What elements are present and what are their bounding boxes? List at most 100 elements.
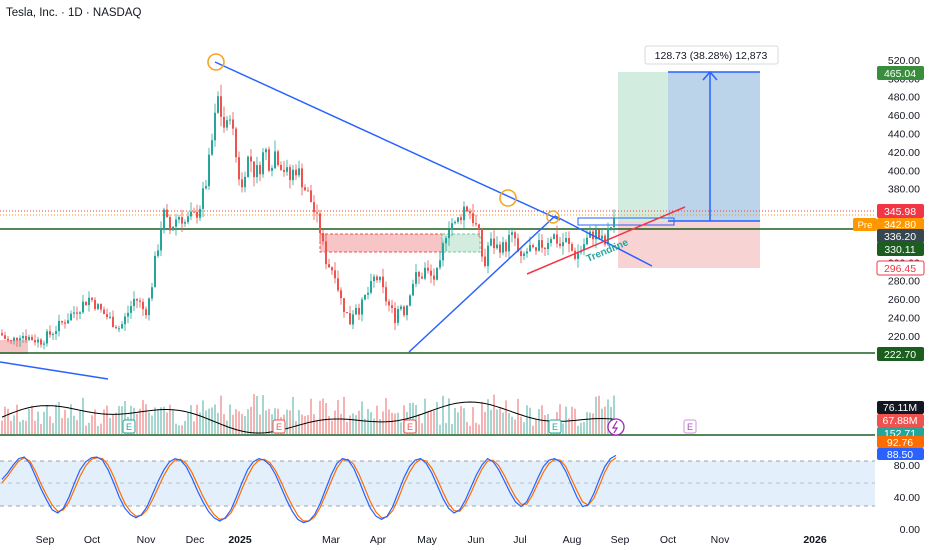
- candle-body: [535, 247, 537, 251]
- volume-bar: [418, 414, 420, 434]
- candle-body: [49, 331, 51, 335]
- target-zone-green[interactable]: [618, 72, 668, 221]
- candle-body: [58, 320, 60, 332]
- stoch-axis[interactable]: 80.00 40.00 0.00: [894, 460, 920, 536]
- volume-bar: [322, 398, 324, 434]
- candle-body: [511, 232, 513, 235]
- volume-bar: [289, 410, 291, 434]
- candle-body: [481, 229, 483, 257]
- volume-bar: [421, 423, 423, 434]
- volume-bar: [415, 404, 417, 434]
- svg-text:76.11M: 76.11M: [883, 402, 917, 414]
- volume-bar: [4, 406, 6, 434]
- candle-body: [127, 312, 129, 317]
- candle-body: [64, 322, 66, 324]
- candle-body: [586, 237, 588, 245]
- demand-zone[interactable]: [441, 233, 481, 253]
- candle-body: [598, 229, 600, 239]
- volume-bar: [121, 406, 123, 434]
- candle-body: [340, 290, 342, 299]
- candle-body: [190, 211, 192, 217]
- volume-bar: [577, 425, 579, 434]
- candle-body: [250, 156, 252, 162]
- dividend-flash-icon[interactable]: [607, 418, 625, 436]
- volume-bar: [361, 401, 363, 434]
- volume-bar: [601, 408, 603, 434]
- left-trendline[interactable]: [0, 361, 109, 380]
- time-axis[interactable]: Sep Oct Nov Dec 2025 Mar Apr May Jun Jul Aug Sep Oct…: [36, 534, 827, 546]
- candle-body: [523, 253, 525, 256]
- candle-body: [121, 324, 123, 329]
- volume-bar: [307, 415, 309, 434]
- candle-body: [409, 295, 411, 306]
- candle-body: [433, 275, 435, 280]
- candle-body: [424, 267, 426, 279]
- candle-body: [313, 202, 315, 213]
- candle-body: [601, 235, 603, 239]
- volume-bar: [598, 395, 600, 434]
- candle-body: [613, 217, 615, 228]
- volume-bar: [142, 400, 144, 434]
- descending-trendline[interactable]: [214, 61, 561, 221]
- candle-body: [490, 238, 492, 246]
- candle-body: [214, 112, 216, 141]
- candle-body: [265, 149, 267, 153]
- candle-body: [262, 152, 264, 175]
- left-supply-zone[interactable]: [0, 340, 28, 354]
- time-tick-label: 2026: [803, 534, 827, 546]
- target-zone-blue[interactable]: [668, 72, 760, 221]
- volume-bar: [190, 405, 192, 434]
- measure-label: 128.73 (38.28%) 12,873: [655, 50, 768, 62]
- volume-bar: [316, 420, 318, 434]
- candle-body: [91, 297, 93, 300]
- svg-text:342.80: 342.80: [884, 219, 916, 231]
- candle-body: [85, 301, 87, 306]
- stop-zone[interactable]: [618, 221, 760, 268]
- volume-bar: [568, 418, 570, 434]
- candle-body: [319, 213, 321, 234]
- volume-bar: [454, 408, 456, 434]
- candle-body: [577, 252, 579, 259]
- candle-body: [217, 96, 219, 113]
- time-tick-label: May: [417, 534, 438, 546]
- volume-bar: [70, 404, 72, 434]
- candle-body: [40, 339, 42, 345]
- volume-bar: [82, 397, 84, 434]
- volume-bar: [187, 412, 189, 434]
- price-tick-label: 480.00: [888, 92, 920, 104]
- svg-text:92.76: 92.76: [887, 437, 913, 449]
- volume-bar: [409, 403, 411, 434]
- volume-bar: [508, 413, 510, 434]
- svg-text:67.88M: 67.88M: [882, 415, 917, 427]
- badge-last-price: 345.98: [877, 204, 924, 218]
- candle-body: [475, 223, 477, 225]
- candle-body: [568, 238, 570, 245]
- candle-body: [364, 294, 366, 300]
- earnings-marker: [122, 419, 136, 434]
- candle-body: [256, 165, 258, 178]
- time-tick-label: 2025: [228, 534, 252, 546]
- time-tick-label: Oct: [660, 534, 676, 546]
- volume-bar: [514, 419, 516, 434]
- red-trendline[interactable]: [526, 206, 686, 275]
- candle-body: [298, 168, 300, 176]
- ascending-trendline[interactable]: [408, 215, 556, 353]
- candle-body: [115, 327, 117, 329]
- volume-bar: [487, 399, 489, 434]
- volume-bar: [484, 411, 486, 434]
- volume-bar: [436, 401, 438, 434]
- supply-zone[interactable]: [319, 233, 443, 253]
- volume-bar: [466, 422, 468, 434]
- candle-body: [466, 206, 468, 212]
- volume-bar: [253, 394, 255, 434]
- volume-bar: [502, 412, 504, 434]
- candle-body: [361, 299, 363, 315]
- candle-body: [505, 242, 507, 252]
- price-tick-label: 220.00: [888, 331, 920, 343]
- volume-bar: [304, 416, 306, 434]
- volume-bar: [88, 422, 90, 434]
- volume-bar: [433, 410, 435, 434]
- candle-body: [142, 301, 144, 310]
- volume-bar: [379, 419, 381, 434]
